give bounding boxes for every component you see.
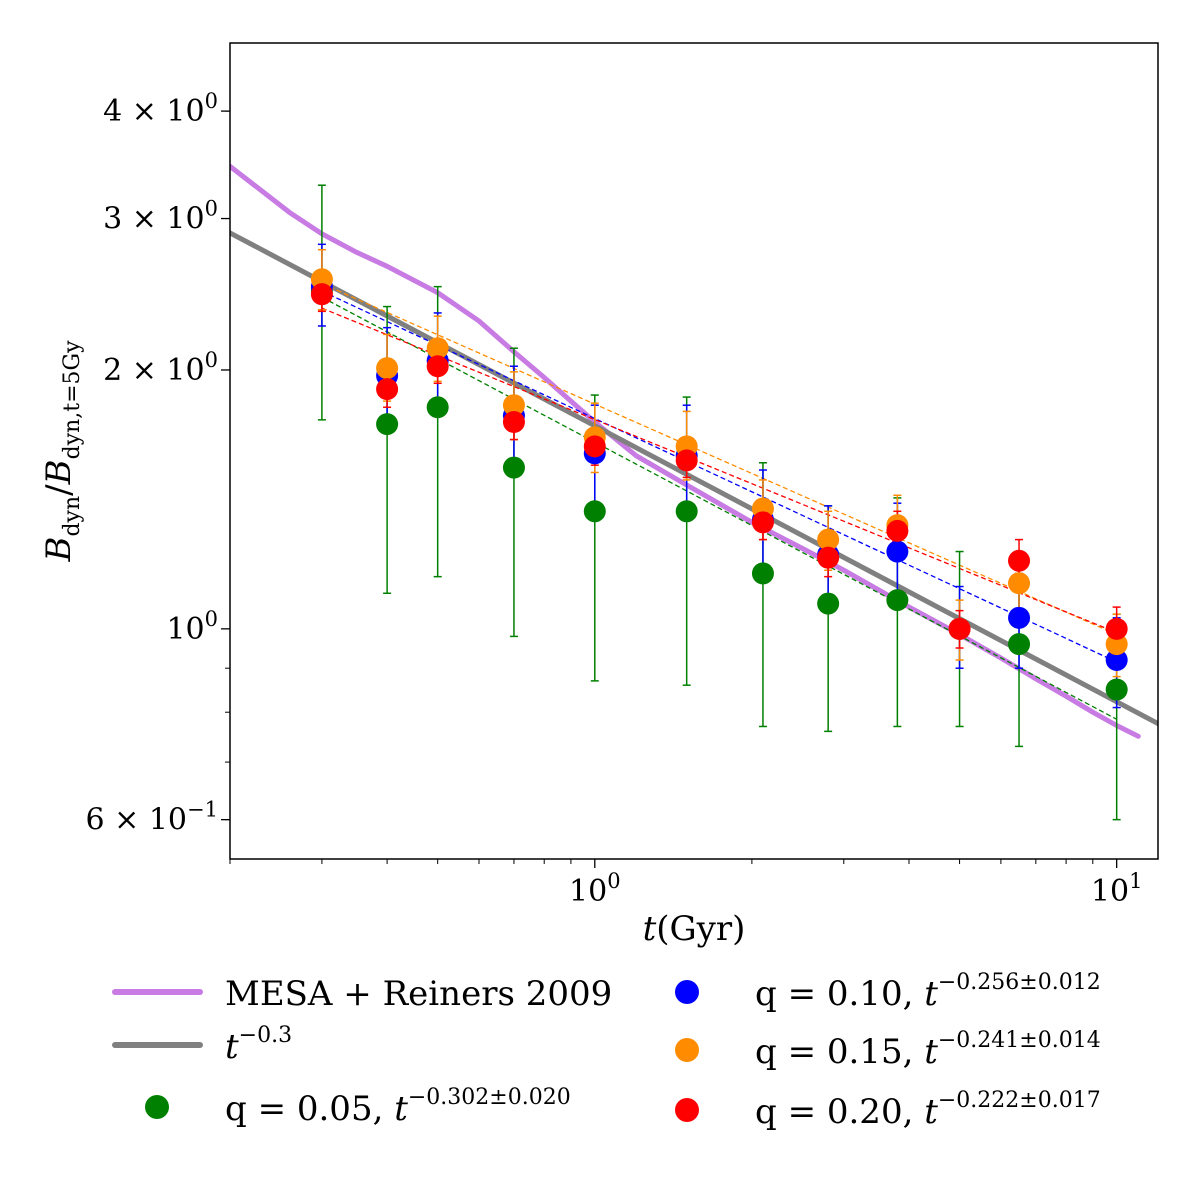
data-point-series-0 [426, 396, 449, 419]
fit-line-series-3 [321, 307, 1117, 634]
data-point-series-2 [426, 337, 449, 360]
data-point-series-3 [948, 617, 971, 640]
legend-marker-swatch [145, 1095, 169, 1119]
legend-entry-1: t−0.3 [112, 1023, 292, 1067]
t-power-law-line [230, 230, 1158, 727]
data-point-series-0 [583, 500, 606, 523]
data-point-series-0 [1008, 633, 1031, 656]
x-tick-label: 101 [1091, 869, 1143, 909]
legend-entry-0: MESA + Reiners 2009 [112, 974, 612, 1014]
data-point-series-0 [751, 562, 774, 585]
legend-label: MESA + Reiners 2009 [225, 974, 612, 1014]
data-point-series-1 [1105, 649, 1128, 672]
plot-frame [229, 42, 1159, 860]
data-point-series-3 [502, 410, 525, 433]
data-point-series-3 [426, 355, 449, 378]
data-point-series-0 [502, 456, 525, 479]
legend: MESA + Reiners 2009 t−0.3 q = 0.05, t−0.30… [112, 970, 1101, 1132]
data-point-series-2 [502, 394, 525, 417]
legend-marker-swatch [675, 1098, 699, 1122]
data-point-series-2 [1008, 572, 1031, 595]
data-point-series-0 [817, 592, 840, 615]
legend-label: q = 0.20, t−0.222±0.017 [755, 1088, 1101, 1132]
data-point-series-2 [1105, 633, 1128, 656]
y-tick-label: 4 × 100 [103, 89, 218, 129]
data-point-series-3 [817, 546, 840, 569]
legend-entry-2: q = 0.05, t−0.302±0.020 [145, 1085, 571, 1129]
data-point-series-3 [675, 449, 698, 472]
y-tick-label: 6 × 10−1 [86, 798, 218, 838]
mesa-reiners-curve [230, 163, 1141, 739]
data-point-series-3 [376, 378, 399, 401]
y-axis-label: Bdyn/Bdyn,t=5Gy [39, 340, 85, 563]
y-tick-label: 2 × 100 [103, 348, 218, 388]
data-point-series-2 [376, 357, 399, 380]
data-point-series-1 [1008, 606, 1031, 629]
x-axis-label: t(Gyr) [643, 909, 746, 949]
plot-area [230, 163, 1158, 821]
data-point-series-0 [675, 500, 698, 523]
legend-label: q = 0.15, t−0.241±0.014 [755, 1028, 1101, 1072]
data-point-series-1 [886, 540, 909, 563]
legend-label: q = 0.10, t−0.256±0.012 [755, 970, 1101, 1014]
data-point-series-3 [310, 283, 333, 306]
y-tick-label: 100 [166, 607, 218, 647]
legend-entry-5: q = 0.20, t−0.222±0.017 [675, 1088, 1101, 1132]
data-point-series-3 [1105, 617, 1128, 640]
legend-label: t−0.3 [225, 1023, 292, 1067]
fit-line-series-2 [321, 283, 1117, 636]
data-point-series-0 [886, 589, 909, 612]
fit-line-series-0 [321, 296, 1117, 720]
legend-marker-swatch [675, 980, 699, 1004]
data-point-series-3 [583, 435, 606, 458]
data-point-series-3 [751, 511, 774, 534]
data-point-series-0 [1105, 678, 1128, 701]
legend-marker-swatch [675, 1038, 699, 1062]
fit-line-series-1 [321, 290, 1117, 663]
data-point-series-2 [817, 528, 840, 551]
x-tick-label: 100 [569, 869, 621, 909]
axis-labels: 100 101 4 × 100 3 × 100 2 × 100 100 6 × 10−1 t(… [39, 89, 1142, 949]
data-point-series-3 [886, 519, 909, 542]
y-tick-label: 3 × 100 [103, 197, 218, 237]
data-point-series-0 [376, 413, 399, 436]
axis-ticks [221, 110, 1118, 868]
data-point-series-3 [1008, 549, 1031, 572]
plot-clip-group [230, 163, 1158, 821]
legend-entry-4: q = 0.15, t−0.241±0.014 [675, 1028, 1101, 1072]
legend-label: q = 0.05, t−0.302±0.020 [225, 1085, 571, 1129]
legend-entry-3: q = 0.10, t−0.256±0.012 [675, 970, 1101, 1014]
